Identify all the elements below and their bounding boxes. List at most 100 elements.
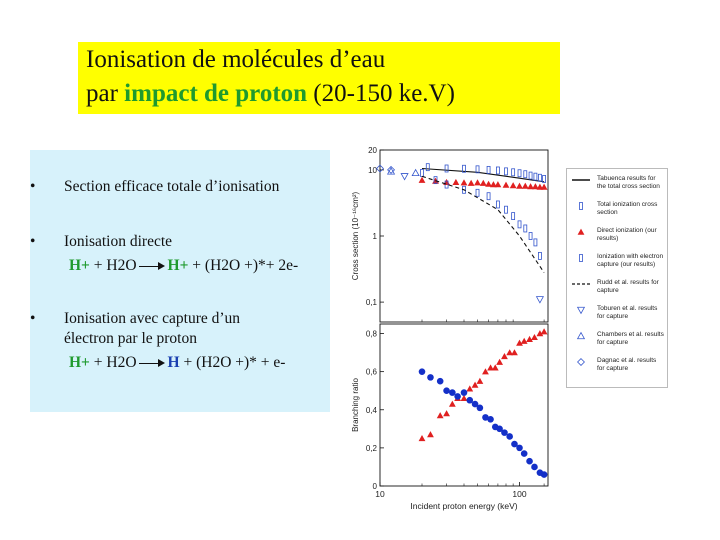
legend-marker-icon (577, 358, 585, 366)
data-point (528, 232, 533, 240)
cross-section-chart: 20 10 1 0,1 Cross section (10⁻¹⁶cm²) 0 0,2 0,4… (336, 128, 562, 528)
data-point (535, 296, 544, 304)
data-point (467, 179, 475, 186)
data-point (494, 181, 502, 188)
data-point (418, 368, 426, 375)
y-tick-label: 0,1 (366, 298, 378, 307)
data-point (485, 180, 492, 187)
data-point (400, 173, 409, 181)
bullet-dot: • (30, 178, 36, 195)
data-point (452, 178, 460, 185)
data-point (448, 400, 456, 407)
legend-symbol-icon (576, 306, 586, 315)
data-point (536, 330, 544, 337)
legend-label: Tabuenca results for the total cross sec… (597, 175, 660, 190)
data-point (501, 353, 508, 360)
data-point (511, 212, 516, 221)
bullet-2-text: Ionisation directe (64, 233, 173, 250)
legend-symbol-icon (572, 283, 590, 285)
eq1-lhs: + H2O (89, 257, 137, 274)
data-point (479, 179, 487, 186)
data-point (436, 377, 444, 385)
chart-background (336, 128, 562, 528)
y-tick-label: 0,8 (366, 330, 378, 339)
legend-symbol-icon (576, 331, 586, 340)
legend-marker-icon (577, 228, 585, 235)
data-point (531, 333, 538, 341)
data-point (436, 412, 444, 419)
data-point (532, 183, 539, 190)
data-point (460, 389, 468, 396)
cross-section-plot: 20 10 1 0,1 Cross section (10⁻¹⁶cm²) (351, 146, 549, 323)
data-point (501, 429, 508, 436)
legend-label: Direct ionization (our results) (597, 227, 657, 242)
bullet-3-text-2: électron par le proton (64, 330, 197, 347)
data-point (471, 381, 479, 388)
data-point (475, 165, 480, 174)
data-point (516, 182, 523, 189)
data-point (506, 433, 513, 440)
data-point (526, 457, 533, 465)
eq2-rhs: + (H2O +)* + e- (179, 354, 286, 371)
eq2-hydrogen: H (167, 354, 180, 371)
x-tick-label: 100 (512, 489, 526, 499)
bullet-panel: • Section efficace totale d’ionisation •… (30, 150, 330, 412)
data-point (476, 377, 484, 384)
legend-label: Total ionization cross section (597, 201, 658, 216)
data-point (533, 172, 538, 181)
data-point (538, 251, 542, 260)
data-point (490, 181, 497, 188)
data-point (476, 404, 484, 412)
data-point (523, 170, 528, 179)
data-point (491, 364, 499, 371)
title-highlight: impact de proton (124, 80, 308, 107)
data-point (531, 463, 538, 471)
data-point (460, 179, 468, 186)
data-point (504, 205, 508, 214)
data-point (502, 181, 510, 188)
eq2-proton: H+ (69, 354, 90, 371)
data-point (427, 374, 434, 381)
data-point (520, 450, 528, 457)
data-point (466, 385, 474, 392)
y-tick-label: 0,2 (366, 444, 378, 453)
data-point (444, 164, 449, 173)
data-point (517, 220, 522, 229)
data-point (443, 387, 450, 395)
legend-label: Dagnac et al. results for capture (597, 357, 657, 372)
data-point (523, 224, 528, 233)
data-point (516, 339, 523, 346)
data-point (521, 182, 529, 189)
data-point (486, 165, 491, 174)
data-point (471, 400, 479, 408)
series-line (421, 175, 545, 273)
eq1-product-proton: H+ (167, 257, 189, 274)
data-point (376, 164, 384, 173)
data-point (540, 471, 548, 478)
x-axis-label: Incident proton energy (keV) (410, 501, 517, 511)
x-tick-label: 10 (375, 489, 385, 499)
data-point (482, 368, 489, 375)
y-tick-label: 20 (368, 146, 377, 155)
data-point (386, 167, 396, 175)
data-point (504, 167, 508, 176)
data-point (411, 168, 420, 177)
data-point (520, 337, 528, 344)
legend-symbol-icon (577, 228, 585, 235)
equation-direct: H+ + H2O H+ + (H2O +)*+ 2e- (69, 257, 298, 275)
branching-ratio-plot: 0 0,2 0,4 0,6 0,8 10 100 Branching ratio Inciden… (351, 323, 549, 511)
equation-capture: H+ + H2O H + (H2O +)* + e- (69, 354, 285, 372)
legend-marker-icon (579, 202, 583, 210)
chart-legend: Tabuenca results for the total cross sec… (566, 168, 668, 388)
data-point (496, 200, 500, 209)
data-point (527, 183, 534, 190)
data-point (528, 171, 533, 180)
y-tick-label: 10 (368, 166, 377, 175)
legend-label: Rudd et al. results for capture (597, 279, 659, 294)
data-point (418, 176, 426, 183)
data-point (425, 163, 430, 172)
data-point (538, 173, 542, 182)
legend-symbol-icon (572, 179, 590, 181)
data-point (496, 166, 500, 175)
title-suffix: (20-150 ke.V) (307, 80, 455, 107)
